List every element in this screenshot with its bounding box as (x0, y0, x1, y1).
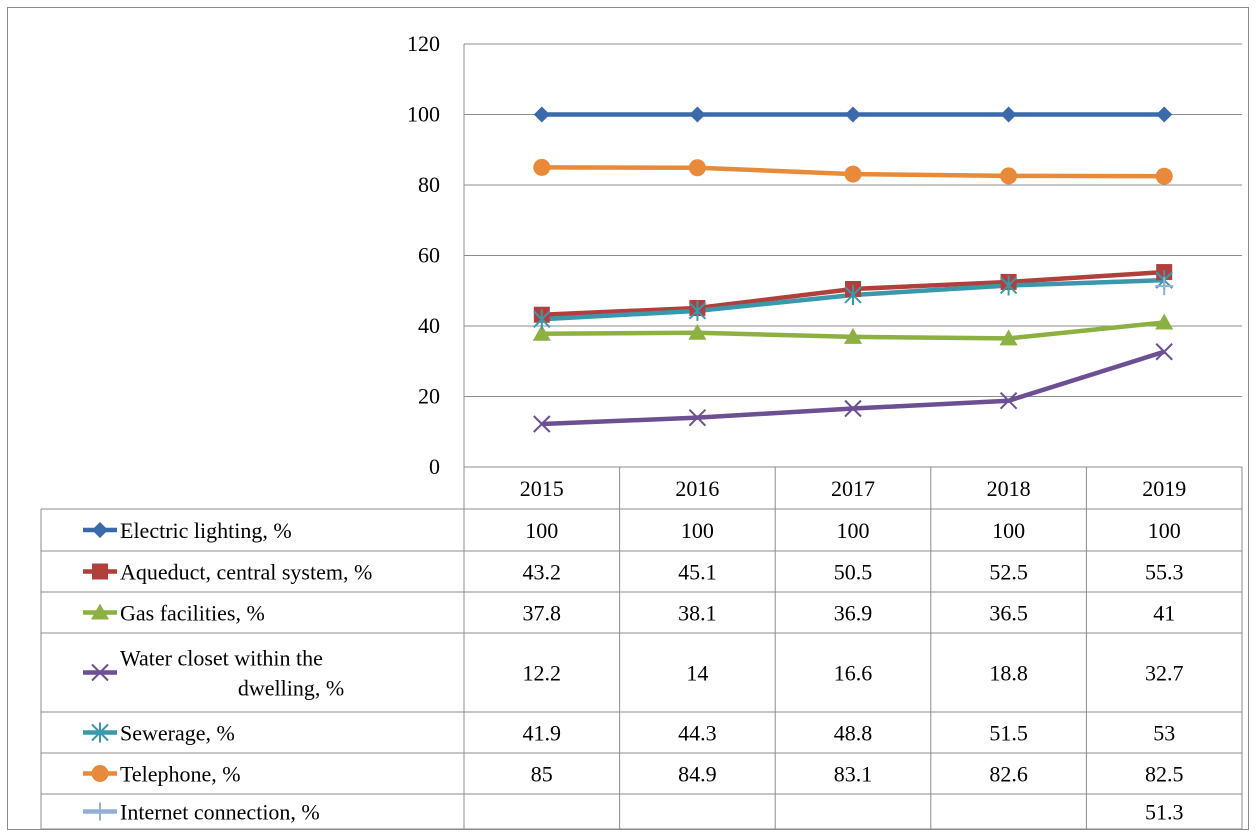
series-line (541, 349, 1165, 427)
data-label: 18.8 (989, 661, 1028, 686)
x-tick-label: 2019 (1142, 476, 1186, 501)
data-label: 16.6 (834, 661, 873, 686)
legend-label: Electric lighting, % (120, 518, 292, 543)
data-label: 14 (686, 661, 708, 686)
data-label: 84.9 (678, 762, 717, 787)
data-label: 45.1 (678, 560, 717, 585)
legend-label: Internet connection, % (120, 800, 320, 825)
legend-label: Telephone, % (120, 762, 241, 787)
data-label: 53 (1153, 721, 1175, 746)
x-tick-label: 2018 (987, 476, 1031, 501)
y-tick-label: 40 (418, 313, 440, 338)
data-label: 82.5 (1145, 762, 1184, 787)
data-point (532, 324, 551, 341)
data-point (999, 329, 1018, 346)
data-point (688, 300, 707, 321)
data-label: 100 (525, 518, 558, 543)
data-label: 100 (837, 518, 870, 543)
data-label: 83.1 (834, 762, 873, 787)
data-label: 38.1 (678, 601, 717, 626)
data-point (91, 765, 109, 782)
data-point (999, 392, 1018, 410)
data-label: 37.8 (523, 601, 562, 626)
x-tick-label: 2016 (675, 476, 719, 501)
data-point (844, 165, 862, 183)
data-point (91, 722, 109, 743)
data-label: 100 (1148, 518, 1181, 543)
data-label: 43.2 (523, 560, 562, 585)
data-point (844, 284, 862, 305)
legend-label: Sewerage, % (120, 721, 235, 746)
data-point (1000, 106, 1017, 123)
data-label: 50.5 (834, 560, 873, 585)
data-point (533, 158, 551, 176)
data-point (999, 275, 1018, 296)
data-point (688, 408, 707, 427)
data-point (91, 603, 109, 620)
data-point (688, 323, 707, 340)
data-label: 12.2 (523, 661, 562, 686)
y-tick-label: 20 (418, 384, 440, 409)
legend-label: Aqueduct, central system, % (120, 560, 372, 585)
data-point (1155, 313, 1174, 330)
data-point (1155, 277, 1174, 296)
data-label: 100 (681, 518, 714, 543)
data-label: 36.9 (834, 601, 873, 626)
data-label: 100 (992, 518, 1025, 543)
data-point (1156, 106, 1173, 123)
data-point (688, 159, 706, 177)
data-label: 44.3 (678, 721, 717, 746)
data-point (689, 106, 706, 123)
data-point (92, 522, 108, 538)
data-point (533, 415, 551, 433)
data-label: 48.8 (834, 721, 873, 746)
data-point (1155, 167, 1173, 185)
data-point (845, 106, 861, 123)
x-tick-label: 2015 (520, 476, 564, 501)
data-point (844, 399, 862, 418)
data-point (1000, 167, 1018, 185)
data-point (91, 802, 109, 821)
data-label: 32.7 (1145, 661, 1184, 686)
data-point (91, 663, 109, 682)
x-tick-label: 2017 (831, 476, 875, 501)
legend-label: dwelling, % (238, 676, 344, 701)
data-label: 41.9 (523, 721, 562, 746)
data-point (844, 327, 862, 344)
y-tick-label: 60 (418, 243, 440, 268)
y-tick-label: 120 (407, 31, 440, 56)
data-label: 51.5 (989, 721, 1028, 746)
data-label: 55.3 (1145, 560, 1184, 585)
y-tick-label: 80 (418, 172, 440, 197)
data-label: 82.6 (989, 762, 1028, 787)
data-label: 41 (1153, 601, 1175, 626)
legend-label: Gas facilities, % (120, 601, 265, 626)
data-point (533, 106, 550, 123)
data-point (533, 309, 551, 330)
y-tick-label: 0 (429, 454, 440, 479)
legend-label: Water closet within the (120, 646, 323, 671)
data-label: 36.5 (989, 601, 1028, 626)
data-label: 51.3 (1145, 800, 1184, 825)
data-point (92, 563, 108, 580)
data-point (1155, 343, 1173, 361)
data-label: 52.5 (989, 560, 1028, 585)
y-tick-label: 100 (407, 102, 440, 127)
data-label: 85 (531, 762, 553, 787)
